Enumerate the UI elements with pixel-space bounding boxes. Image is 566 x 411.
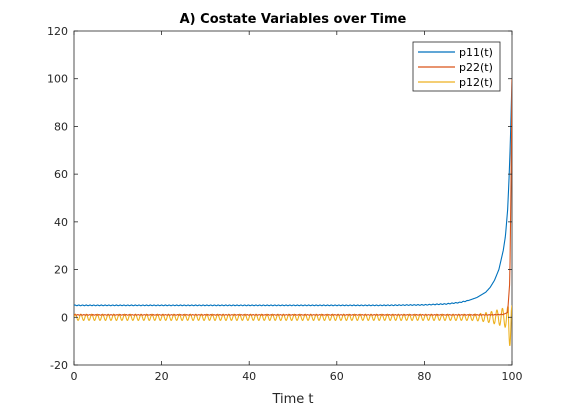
x-tick-label: 80 — [417, 370, 431, 383]
legend-entry-label: p11(t) — [459, 46, 493, 59]
y-tick-label: 40 — [54, 216, 68, 229]
y-tick-label: 100 — [47, 73, 68, 86]
x-tick-label: 0 — [71, 370, 78, 383]
x-tick-label: 60 — [330, 370, 344, 383]
legend: p11(t) p22(t) p12(t) — [412, 41, 501, 92]
x-tick-label: 20 — [155, 370, 169, 383]
y-axis-ticks: -20 0 20 40 60 80 100 120 — [47, 25, 512, 372]
series-line-p11t — [74, 78, 512, 307]
series-line-p22t — [74, 78, 512, 316]
y-tick-label: 60 — [54, 168, 68, 181]
y-tick-label: 0 — [61, 311, 68, 324]
legend-entry-label: p22(t) — [459, 61, 493, 74]
y-tick-label: 80 — [54, 120, 68, 133]
y-tick-label: -20 — [50, 359, 68, 372]
y-tick-label: 20 — [54, 264, 68, 277]
x-axis-label: Time t — [271, 392, 313, 407]
y-tick-label: 120 — [47, 25, 68, 38]
chart-title: A) Costate Variables over Time — [180, 12, 407, 27]
x-axis-ticks: 0 20 40 60 80 100 — [71, 31, 523, 383]
x-tick-label: 100 — [502, 370, 523, 383]
x-tick-label: 40 — [242, 370, 256, 383]
legend-entry-label: p12(t) — [459, 76, 493, 89]
